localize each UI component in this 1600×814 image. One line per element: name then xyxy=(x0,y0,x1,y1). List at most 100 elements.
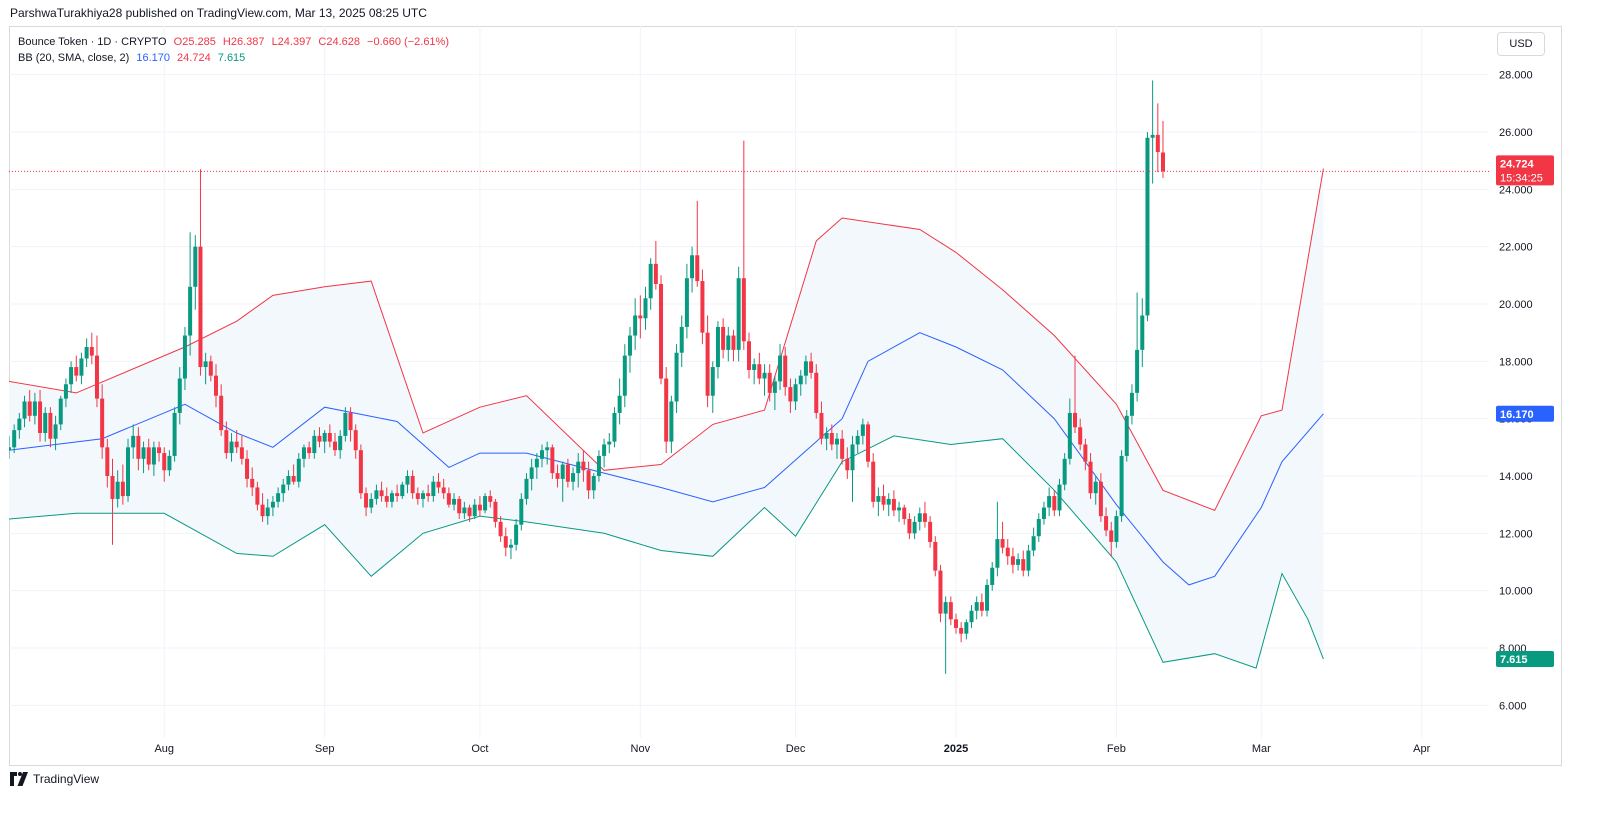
candle-body xyxy=(850,444,855,471)
candle-body xyxy=(643,298,648,319)
last-price-label: 24.724 xyxy=(1500,158,1535,170)
candle-body xyxy=(1083,444,1088,462)
bb-legend-row: BB (20, SMA, close, 2) 16.170 24.724 7.6… xyxy=(18,50,453,66)
ohlc-close: C24.628 xyxy=(318,36,360,48)
candle xyxy=(348,407,353,442)
candle xyxy=(250,467,255,497)
candle xyxy=(1150,80,1155,184)
candle xyxy=(783,347,788,396)
candle xyxy=(452,493,457,511)
candle xyxy=(679,315,684,368)
candle-body xyxy=(653,263,658,284)
time-tick-label: Aug xyxy=(154,743,174,755)
candle xyxy=(446,487,451,508)
candle-body xyxy=(270,501,275,508)
footer-brand[interactable]: TradingView xyxy=(10,772,99,786)
candle-body xyxy=(1098,481,1103,517)
candle xyxy=(819,401,824,445)
candle-body xyxy=(12,430,17,448)
candle-body xyxy=(260,504,265,517)
candle-body xyxy=(358,450,363,494)
price-tick-label: 24.000 xyxy=(1499,184,1533,196)
candle-body xyxy=(534,458,539,468)
candle xyxy=(508,539,513,560)
time-tick-label: Apr xyxy=(1413,743,1430,755)
candle-body xyxy=(591,476,596,491)
candle xyxy=(529,458,534,491)
candle-body xyxy=(94,355,99,399)
candle-body xyxy=(529,467,534,479)
candle-body xyxy=(607,441,612,445)
candle-body xyxy=(747,341,751,370)
candle xyxy=(395,484,400,502)
time-tick-label: Dec xyxy=(786,743,806,755)
candle-body xyxy=(540,450,545,459)
candle-body xyxy=(1016,559,1021,565)
candle xyxy=(917,507,922,531)
candle xyxy=(860,418,865,445)
candle-body xyxy=(84,347,89,359)
candle-body xyxy=(265,507,270,517)
candle xyxy=(177,367,182,425)
symbol-name[interactable]: Bounce Token · 1D · CRYPTO xyxy=(18,36,167,48)
candle xyxy=(136,427,141,471)
candle-body xyxy=(953,619,958,628)
candle-body xyxy=(581,461,586,471)
candle-body xyxy=(1109,530,1114,542)
candle xyxy=(32,392,37,425)
price-tick-label: 12.000 xyxy=(1499,528,1533,540)
candle xyxy=(389,490,394,508)
candle xyxy=(565,458,570,488)
candle-body xyxy=(809,361,814,373)
bb-lower-value: 7.615 xyxy=(217,52,246,64)
candle-body xyxy=(338,435,343,451)
candle xyxy=(1067,398,1072,465)
candle xyxy=(38,390,43,442)
candle-body xyxy=(1057,484,1062,511)
candle xyxy=(84,338,89,368)
candle-body xyxy=(524,478,529,499)
candle-body xyxy=(912,521,917,534)
candle xyxy=(648,258,653,310)
candle xyxy=(405,470,410,494)
candle xyxy=(1145,132,1150,322)
candle xyxy=(948,596,953,626)
candle xyxy=(1093,476,1098,505)
candle-body xyxy=(415,493,420,499)
candle xyxy=(462,501,467,519)
candle-body xyxy=(938,570,943,614)
candle xyxy=(441,478,446,499)
bb-basis-label: 16.170 xyxy=(1500,409,1534,421)
candle-body xyxy=(157,447,162,454)
candle-body xyxy=(333,441,338,451)
candle xyxy=(12,424,17,454)
candle xyxy=(100,384,105,459)
candle xyxy=(203,352,208,385)
candle xyxy=(115,470,120,508)
candle xyxy=(1155,103,1160,173)
currency-button[interactable]: USD xyxy=(1497,32,1545,56)
candle xyxy=(576,453,581,488)
candle xyxy=(607,433,612,454)
candle xyxy=(188,232,193,356)
candle-body xyxy=(436,481,441,488)
candle-body xyxy=(322,433,327,442)
candle xyxy=(560,461,565,502)
candle xyxy=(270,496,275,517)
bb-indicator-label[interactable]: BB (20, SMA, close, 2) xyxy=(18,52,130,64)
candle xyxy=(234,430,239,454)
price-tick-label: 20.000 xyxy=(1499,299,1533,311)
candle-body xyxy=(679,326,684,353)
candle-body xyxy=(979,602,984,611)
candle-body xyxy=(27,401,32,416)
candle-body xyxy=(483,496,488,511)
candle-body xyxy=(245,458,250,479)
candle xyxy=(524,473,529,505)
candle xyxy=(1016,553,1021,571)
candlestick-chart[interactable]: 28.00026.00024.00022.00020.00018.00016.0… xyxy=(9,26,1560,764)
candle-body xyxy=(379,490,384,497)
candle xyxy=(281,478,286,502)
candle xyxy=(643,286,648,330)
candle-body xyxy=(803,361,808,376)
candle xyxy=(788,378,793,413)
